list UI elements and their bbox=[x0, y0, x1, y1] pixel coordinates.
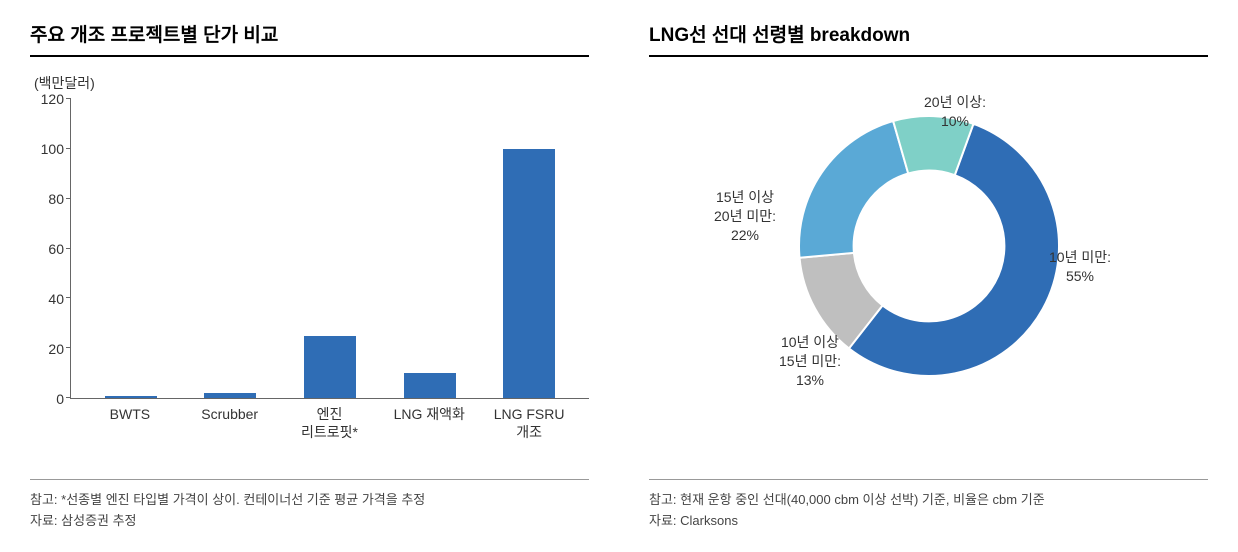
x-axis-labels: BWTSScrubber엔진 리트로핏*LNG 재액화LNG FSRU 개조 bbox=[70, 399, 589, 441]
bar-chart: 020406080100120 bbox=[30, 99, 589, 399]
y-tick-label: 80 bbox=[30, 191, 64, 207]
bar bbox=[204, 393, 256, 398]
bar-column bbox=[181, 99, 281, 398]
bar bbox=[304, 336, 356, 398]
y-axis: 020406080100120 bbox=[30, 99, 70, 399]
y-tick-mark bbox=[66, 347, 71, 348]
bar-chart-area: (백만달러) 0 20 40 60 80 100 120 BWTSScrubber엔진 리트… bbox=[30, 73, 589, 465]
y-tick-mark bbox=[66, 397, 71, 398]
y-tick-label: 60 bbox=[30, 241, 64, 257]
bar bbox=[404, 373, 456, 398]
right-note: 참고: 현재 운항 중인 선대(40,000 cbm 이상 선박) 기준, 비율… bbox=[649, 490, 1208, 511]
y-tick-mark bbox=[66, 198, 71, 199]
bar bbox=[105, 396, 157, 398]
y-tick-mark bbox=[66, 98, 71, 99]
x-label: Scrubber bbox=[180, 405, 280, 441]
y-tick-mark bbox=[66, 248, 71, 249]
x-label: LNG 재액화 bbox=[379, 405, 479, 441]
y-tick-mark bbox=[66, 297, 71, 298]
bar-column bbox=[479, 99, 579, 398]
right-source: 자료: Clarksons bbox=[649, 511, 1208, 532]
left-source: 자료: 삼성증권 추정 bbox=[30, 511, 589, 532]
bar-column bbox=[81, 99, 181, 398]
donut-slice-label: 15년 이상 20년 미만: 22% bbox=[714, 188, 776, 245]
left-note: 참고: *선종별 엔진 타입별 가격이 상이. 컨테이너선 기준 평균 가격을 … bbox=[30, 490, 589, 511]
donut-slice-label: 20년 이상: 10% bbox=[924, 93, 986, 131]
x-label: LNG FSRU 개조 bbox=[479, 405, 579, 441]
donut-chart-area: 10년 미만: 55% 10년 이상 15년 미만: 13% 15년 이상 20년 … bbox=[649, 73, 1208, 465]
right-title: LNG선 선대 선령별 breakdown bbox=[649, 20, 1208, 57]
bar-column bbox=[380, 99, 480, 398]
bar-column bbox=[280, 99, 380, 398]
y-axis-unit: (백만달러) bbox=[34, 73, 589, 93]
y-tick-label: 120 bbox=[30, 91, 64, 107]
bars-container bbox=[71, 99, 589, 398]
left-footer: 참고: *선종별 엔진 타입별 가격이 상이. 컨테이너선 기준 평균 가격을 … bbox=[30, 479, 589, 532]
donut-slice-label: 10년 이상 15년 미만: 13% bbox=[779, 333, 841, 390]
bar-plot bbox=[70, 99, 589, 399]
donut-slice-label: 10년 미만: 55% bbox=[1049, 248, 1111, 286]
x-label: 엔진 리트로핏* bbox=[280, 405, 380, 441]
y-tick-label: 20 bbox=[30, 341, 64, 357]
y-tick-label: 40 bbox=[30, 291, 64, 307]
right-panel: LNG선 선대 선령별 breakdown 10년 미만: 55% 10년 이상 … bbox=[649, 20, 1208, 532]
x-label: BWTS bbox=[80, 405, 180, 441]
donut-wrap: 10년 미만: 55% 10년 이상 15년 미만: 13% 15년 이상 20년 … bbox=[649, 73, 1208, 433]
y-tick-label: 100 bbox=[30, 141, 64, 157]
y-tick-mark bbox=[66, 148, 71, 149]
left-panel: 주요 개조 프로젝트별 단가 비교 (백만달러) 0 20 40 60 80 100 120… bbox=[30, 20, 589, 532]
left-title: 주요 개조 프로젝트별 단가 비교 bbox=[30, 20, 589, 57]
bar bbox=[503, 149, 555, 398]
y-tick-label: 0 bbox=[30, 391, 64, 407]
donut-slice bbox=[799, 121, 908, 258]
right-footer: 참고: 현재 운항 중인 선대(40,000 cbm 이상 선박) 기준, 비율… bbox=[649, 479, 1208, 532]
